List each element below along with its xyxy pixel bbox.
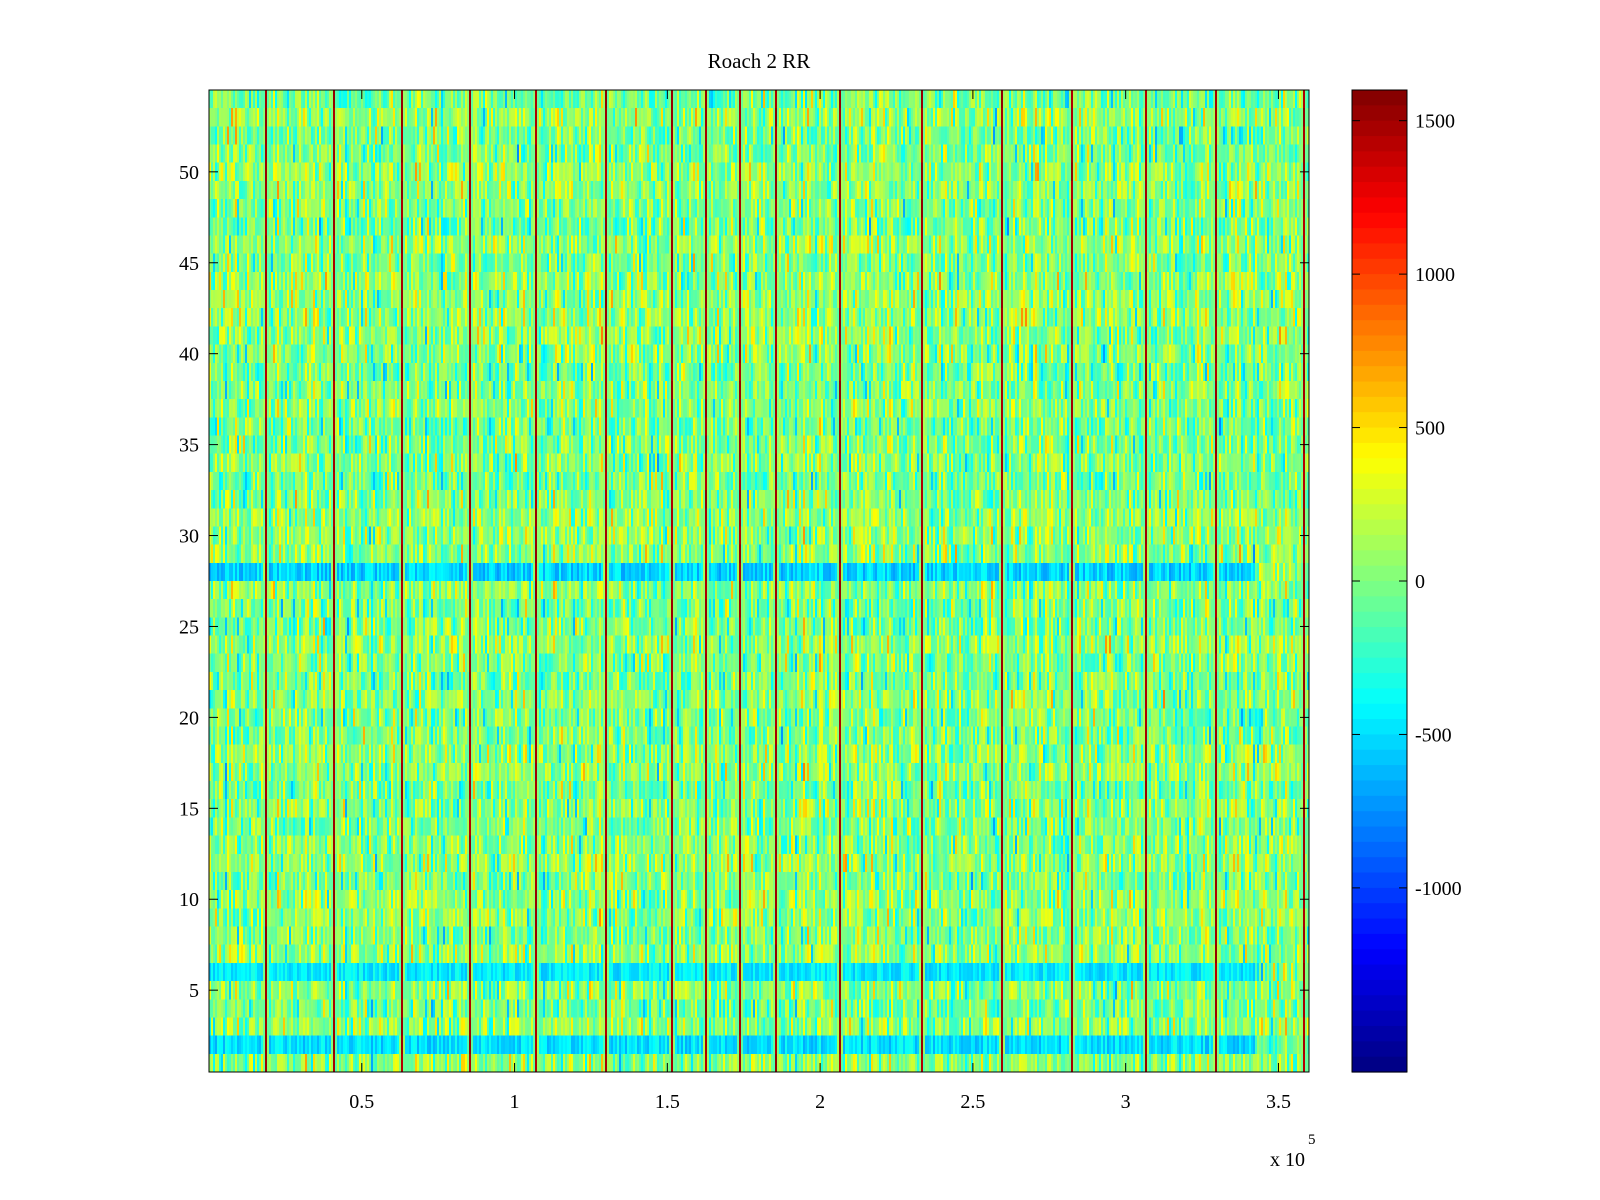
colorbar-swatch (1352, 749, 1407, 766)
colorbar-swatch (1352, 703, 1407, 720)
colorbar-tick-label: -1000 (1415, 878, 1462, 900)
colorbar-swatch (1352, 550, 1407, 567)
y-tick-label: 45 (179, 253, 199, 275)
colorbar-swatch (1352, 1056, 1407, 1073)
colorbar-swatch (1352, 964, 1407, 981)
colorbar-swatch (1352, 1025, 1407, 1042)
colorbar-swatch (1352, 903, 1407, 920)
colorbar: 1500 1000 500 0 -500 -1000 (1351, 89, 1462, 1073)
colorbar-swatch (1352, 565, 1407, 582)
colorbar-swatch (1352, 381, 1407, 398)
heatmap-plot-area (209, 90, 1309, 1072)
y-tick-label: 5 (189, 980, 199, 1002)
colorbar-swatch (1352, 243, 1407, 260)
colorbar-swatch (1352, 274, 1407, 291)
colorbar-swatch (1352, 519, 1407, 536)
colorbar-swatch (1352, 611, 1407, 628)
heatmap-cells (209, 90, 1309, 1072)
x-tick-label: 2 (815, 1091, 825, 1113)
colorbar-swatch (1352, 918, 1407, 935)
colorbar-swatch (1352, 212, 1407, 229)
y-tick-label: 50 (179, 162, 199, 184)
x-tick-label: 1.5 (655, 1091, 680, 1113)
colorbar-swatch (1352, 120, 1407, 137)
colorbar-swatch (1352, 151, 1407, 168)
x-tick-label: 3.5 (1266, 1091, 1291, 1113)
colorbar-swatch (1352, 887, 1407, 904)
x-tick-label: 3 (1121, 1091, 1131, 1113)
colorbar-swatch (1352, 642, 1407, 659)
colorbar-swatch (1352, 657, 1407, 674)
plot-frame (208, 89, 1310, 1073)
colorbar-swatch (1352, 182, 1407, 199)
colorbar-swatch (1352, 765, 1407, 782)
colorbar-swatch (1352, 780, 1407, 797)
colorbar-swatch (1352, 872, 1407, 889)
colorbar-swatch (1352, 350, 1407, 367)
colorbar-swatch (1352, 197, 1407, 214)
colorbar-swatch (1352, 304, 1407, 321)
colorbar-swatch (1352, 488, 1407, 505)
colorbar-swatch (1352, 627, 1407, 643)
colorbar-tick-label: 500 (1415, 418, 1445, 440)
colorbar-swatch (1352, 504, 1407, 521)
colorbar-tick-label: 0 (1415, 571, 1425, 593)
colorbar-swatch (1352, 427, 1407, 444)
colorbar-swatch (1352, 949, 1407, 966)
x-tick-label: 0.5 (349, 1091, 374, 1113)
colorbar-swatch (1352, 1041, 1407, 1058)
colorbar-swatch (1352, 596, 1407, 613)
colorbar-swatch (1352, 673, 1407, 690)
colorbar-swatch (1352, 166, 1407, 183)
colorbar-swatch (1352, 581, 1407, 597)
colorbar-swatch (1352, 857, 1407, 874)
x-axis-multiplier-exponent: 5 (1308, 1132, 1316, 1148)
colorbar-swatch (1352, 412, 1407, 429)
colorbar-swatch (1352, 228, 1407, 245)
colorbar-swatch (1352, 105, 1407, 122)
y-tick-label: 25 (179, 616, 199, 638)
colorbar-swatch (1352, 826, 1407, 843)
x-tick-label: 2.5 (960, 1091, 985, 1113)
colorbar-swatch (1352, 458, 1407, 475)
colorbar-swatch (1352, 396, 1407, 413)
colorbar-swatch (1352, 734, 1407, 751)
colorbar-swatch (1352, 933, 1407, 950)
colorbar-swatch (1352, 841, 1407, 858)
colorbar-swatch (1352, 719, 1407, 736)
colorbar-swatch (1352, 136, 1407, 152)
colorbar-swatch (1352, 90, 1407, 106)
colorbar-swatch (1352, 534, 1407, 551)
y-tick-label: 30 (179, 526, 199, 548)
colorbar-tick-label: 1500 (1415, 111, 1455, 133)
colorbar-tick-label: -500 (1415, 724, 1452, 746)
colorbar-swatch (1352, 289, 1407, 306)
colorbar-swatch (1352, 366, 1407, 383)
colorbar-swatch (1352, 795, 1407, 812)
y-tick-label: 40 (179, 344, 199, 366)
colorbar-swatch (1352, 1010, 1407, 1027)
x-axis-multiplier: x 10 (1270, 1149, 1305, 1171)
colorbar-swatch (1352, 688, 1407, 705)
colorbar-swatch (1352, 979, 1407, 996)
chart-title: Roach 2 RR (708, 49, 811, 73)
colorbar-tick-label: 1000 (1415, 264, 1455, 286)
colorbar-swatch (1352, 811, 1407, 828)
colorbar-swatch (1352, 473, 1407, 490)
x-tick-label: 1 (510, 1091, 520, 1113)
y-tick-label: 15 (179, 798, 199, 820)
y-tick-label: 10 (179, 889, 199, 911)
colorbar-swatch (1352, 442, 1407, 459)
y-tick-label: 35 (179, 435, 199, 457)
y-tick-label: 20 (179, 707, 199, 729)
colorbar-swatch (1352, 258, 1407, 275)
colorbar-swatch (1352, 995, 1407, 1012)
colorbar-swatch (1352, 320, 1407, 337)
colorbar-swatch (1352, 335, 1407, 352)
